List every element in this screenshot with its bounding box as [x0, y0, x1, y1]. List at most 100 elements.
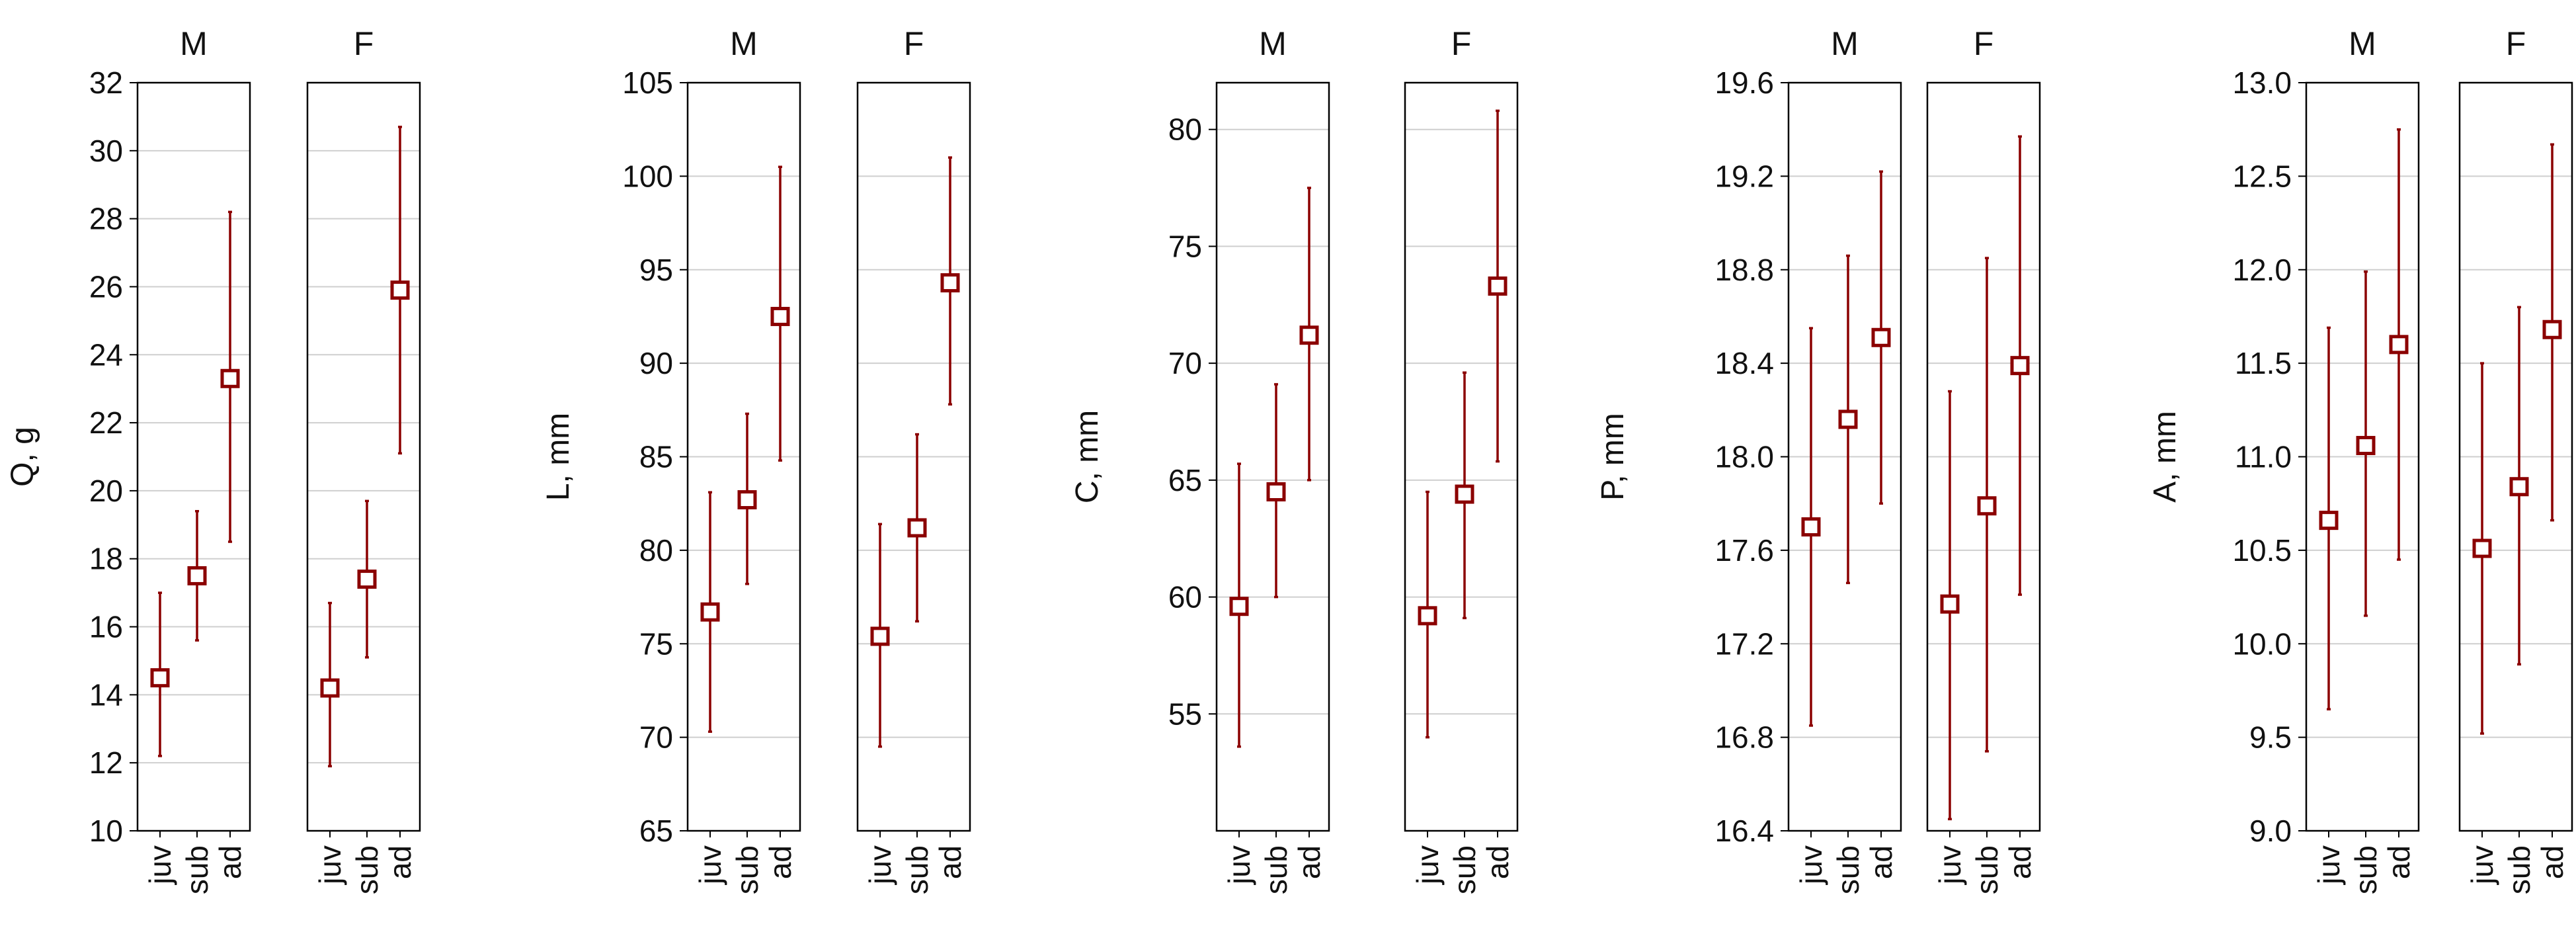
mean-marker	[1455, 484, 1474, 504]
y-tick-label: 60	[1168, 580, 1202, 615]
y-tick-label: 20	[89, 474, 123, 508]
y-tick-label: 80	[1168, 112, 1202, 147]
y-tick-label: 30	[89, 134, 123, 168]
panel-frame	[2458, 81, 2573, 832]
x-tick-label: ad	[2382, 845, 2416, 879]
y-tick-label: 12.5	[2232, 159, 2292, 193]
x-tick-label: ad	[1292, 845, 1326, 879]
mean-marker	[2472, 538, 2492, 558]
mean-marker	[1940, 594, 1960, 614]
mean-marker	[1266, 482, 1286, 502]
x-tick-label: ad	[933, 845, 967, 879]
x-tick-label: sub	[1970, 845, 2004, 894]
mean-marker	[187, 566, 207, 585]
y-tick-label: 10.5	[2232, 533, 2292, 568]
y-tick-label: 70	[639, 720, 673, 755]
mean-marker	[2542, 319, 2562, 339]
x-tick-label: juv	[693, 845, 727, 886]
chart-group-4: P, mm 16.4 16.8 17.2 17.6 18.0 18.4 18.8 19.2 19.…	[1595, 25, 2041, 894]
panel-title: M	[2349, 25, 2376, 62]
panel-title: M	[1259, 25, 1287, 62]
y-tick-label: 85	[639, 440, 673, 474]
x-tick-label: ad	[213, 845, 247, 879]
x-tick-label: ad	[1864, 845, 1898, 879]
y-tick-label: 19.2	[1714, 159, 1774, 193]
y-axis-label: L, mm	[541, 413, 576, 501]
mean-marker	[1838, 409, 1858, 429]
y-tick-label: 32	[89, 65, 123, 100]
x-tick-label: sub	[1259, 845, 1293, 894]
mean-marker	[770, 306, 790, 326]
mean-marker	[1977, 496, 1997, 516]
mean-marker	[2389, 335, 2409, 355]
y-tick-label: 70	[1168, 346, 1202, 380]
panel-frame	[2305, 81, 2420, 832]
x-tick-label: sub	[730, 845, 764, 894]
mean-marker	[1229, 597, 1249, 616]
y-tick-label: 11.5	[2235, 346, 2292, 380]
mean-marker	[940, 273, 960, 293]
y-tick-label: 90	[639, 346, 673, 380]
x-tick-label: juv	[1933, 845, 1967, 886]
mean-marker	[870, 626, 890, 646]
panel-frame	[1404, 81, 1519, 832]
x-tick-label: sub	[900, 845, 934, 894]
x-tick-label: juv	[313, 845, 347, 886]
y-axis-label: P, mm	[1595, 413, 1630, 500]
x-tick-label: juv	[2465, 845, 2499, 886]
y-tick-label: 12	[89, 745, 123, 780]
y-tick-label: 13.0	[2232, 65, 2292, 100]
mean-marker	[320, 678, 340, 698]
panel-frame	[1787, 81, 1902, 832]
panel-frame	[856, 81, 971, 832]
x-tick-label: juv	[1222, 845, 1256, 886]
y-tick-label: 18	[89, 542, 123, 576]
x-tick-label: ad	[1480, 845, 1515, 879]
y-tick-label: 14	[89, 677, 123, 712]
x-tick-label: sub	[1447, 845, 1482, 894]
mean-marker	[1871, 327, 1891, 347]
y-tick-label: 16.4	[1714, 814, 1774, 848]
panel-title: M	[180, 25, 208, 62]
mean-marker	[907, 518, 927, 538]
mean-marker	[1299, 325, 1319, 345]
panel-frame	[686, 81, 801, 832]
mean-marker	[2010, 356, 2030, 376]
mean-marker	[220, 368, 240, 388]
panel-title: F	[1974, 25, 1994, 62]
chart-group-5: A, mm 9.0 9.5 10.0 10.5 11.0 11.5 12.0 12.5 13.0 M…	[2148, 25, 2573, 894]
x-tick-label: ad	[2535, 845, 2569, 879]
x-tick-label: ad	[763, 845, 797, 879]
x-tick-label: ad	[383, 845, 417, 879]
panel-title: F	[904, 25, 924, 62]
mean-marker	[1801, 517, 1821, 537]
panel-frame	[306, 81, 421, 832]
mean-marker	[357, 570, 377, 589]
x-tick-label: sub	[1831, 845, 1865, 894]
y-tick-label: 18.8	[1714, 253, 1774, 287]
y-tick-label: 12.0	[2232, 253, 2292, 287]
y-tick-label: 75	[639, 626, 673, 661]
panel-title: M	[1831, 25, 1859, 62]
x-tick-label: sub	[180, 845, 214, 894]
mean-marker	[150, 668, 170, 688]
y-tick-label: 65	[639, 814, 673, 848]
mean-marker	[2319, 511, 2339, 531]
y-tick-label: 19.6	[1714, 65, 1774, 100]
y-tick-label: 100	[622, 159, 673, 193]
x-tick-label: sub	[2502, 845, 2536, 894]
x-tick-label: juv	[143, 845, 177, 886]
mean-marker	[1488, 276, 1508, 296]
y-tick-label: 11.0	[2235, 440, 2292, 474]
y-tick-label: 65	[1168, 463, 1202, 497]
mean-marker	[2356, 436, 2376, 456]
y-tick-label: 80	[639, 533, 673, 568]
x-tick-label: juv	[1794, 845, 1828, 886]
y-axis-label: A, mm	[2148, 411, 2183, 503]
y-tick-label: 10	[89, 814, 123, 848]
